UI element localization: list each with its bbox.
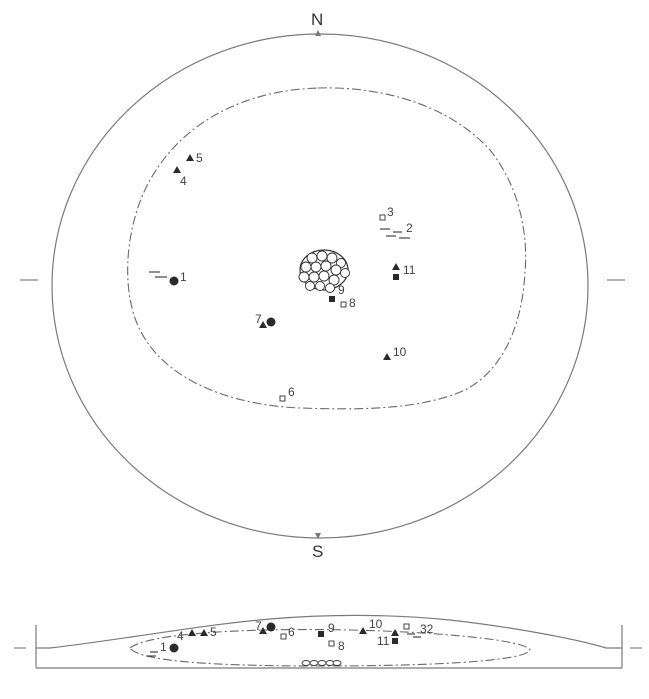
south-marker (315, 533, 321, 539)
filled-circle-icon (266, 317, 276, 327)
open-square-icon (328, 640, 335, 647)
filled-square-icon (318, 631, 324, 637)
find-1: 1 (149, 270, 187, 286)
find-2-label: 2 (406, 221, 413, 235)
find-3-label: 3 (387, 205, 394, 219)
open-square-icon (279, 395, 286, 402)
find-4: 4 (173, 166, 187, 188)
filled-square-icon (393, 274, 399, 280)
burial-pit-outline (127, 87, 527, 410)
section-find-6: 6 (280, 625, 295, 640)
find-5-label: 5 (196, 151, 203, 165)
section-find-8: 8 (328, 639, 345, 653)
filled-triangle-icon (200, 629, 208, 636)
find-7-label: 7 (255, 312, 262, 326)
section-label-1: 1 (160, 640, 167, 654)
filled-square-icon (329, 296, 335, 302)
open-square-icon (340, 301, 347, 308)
filled-triangle-icon (259, 627, 267, 634)
section-label-9: 9 (328, 621, 335, 635)
filled-triangle-icon (392, 263, 400, 270)
open-square-icon (280, 633, 287, 640)
filled-triangle-icon (186, 154, 194, 161)
find-11-label: 11 (403, 263, 416, 277)
find-9-label: 9 (338, 283, 345, 297)
find-5: 5 (186, 151, 203, 165)
open-square-icon (403, 623, 410, 630)
plan-view: N S 1 (20, 10, 625, 561)
section-find-10: 10 (359, 617, 383, 634)
find-11: 11 (392, 263, 416, 280)
section-find-5: 5 (200, 625, 217, 639)
filled-triangle-icon (173, 166, 181, 173)
mound-profile (36, 614, 622, 649)
find-10-label: 10 (393, 345, 407, 359)
find-8: 8 (340, 296, 356, 310)
section-stones (301, 660, 342, 666)
section-view: 1 4 5 7 6 9 8 10 (14, 614, 642, 669)
find-6-label: 6 (288, 385, 295, 399)
find-1-label: 1 (180, 270, 187, 284)
section-find-7: 7 (255, 619, 276, 634)
filled-triangle-icon (259, 321, 267, 328)
find-8-label: 8 (349, 296, 356, 310)
section-label-11: 11 (377, 634, 390, 648)
stone-cluster (298, 249, 350, 293)
find-7: 7 (255, 312, 276, 328)
section-label-5: 5 (210, 625, 217, 639)
find-9: 9 (329, 283, 345, 302)
find-10: 10 (383, 345, 407, 360)
north-label: N (311, 10, 323, 29)
section-find-1: 1 (147, 640, 179, 657)
north-marker (315, 30, 321, 36)
filled-square-icon (392, 638, 398, 644)
find-4-label: 4 (180, 174, 187, 188)
filled-triangle-icon (391, 629, 399, 636)
section-label-4: 4 (177, 629, 184, 643)
section-find-4: 4 (177, 629, 196, 643)
south-label: S (312, 542, 323, 561)
filled-circle-icon (266, 622, 276, 632)
section-find-11: 11 (377, 629, 399, 648)
section-label-8: 8 (338, 639, 345, 653)
section-find-9: 9 (318, 621, 335, 637)
section-label-6: 6 (288, 625, 295, 639)
filled-circle-icon (169, 276, 179, 286)
open-square-icon (379, 214, 386, 221)
find-2: 2 (380, 221, 413, 239)
find-6: 6 (279, 385, 295, 402)
filled-circle-icon (169, 643, 179, 653)
section-find-3-2: 32 (403, 622, 434, 638)
pit-profile (129, 628, 531, 667)
filled-triangle-icon (383, 353, 391, 360)
section-label-7: 7 (255, 619, 262, 633)
section-label-32: 32 (420, 622, 434, 636)
filled-triangle-icon (188, 629, 196, 636)
find-3: 3 (379, 205, 394, 221)
filled-triangle-icon (359, 627, 367, 634)
section-label-10: 10 (369, 617, 383, 631)
